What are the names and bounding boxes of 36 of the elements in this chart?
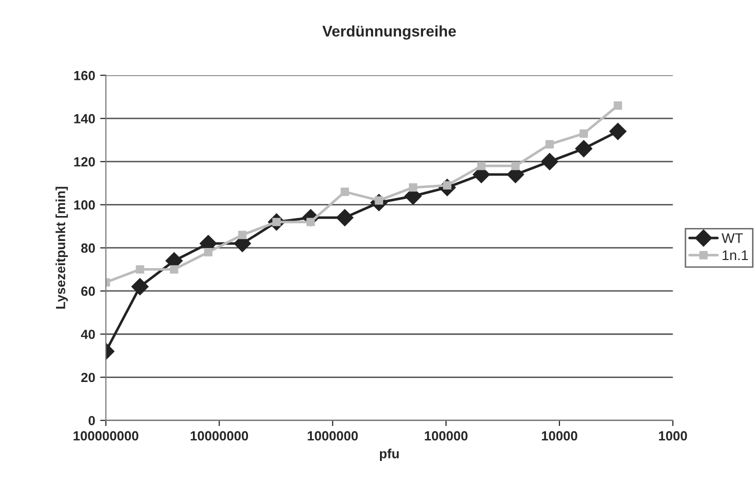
x-tick-label: 10000 (542, 431, 578, 440)
point (204, 248, 212, 256)
legend-label: WT (722, 233, 743, 243)
y-tick-label: 0 (88, 416, 95, 426)
point (614, 101, 622, 110)
y-tick-label: 100 (74, 200, 95, 210)
y-axis-title: Lysezeitpunkt [min] (56, 186, 68, 309)
point (609, 122, 626, 140)
y-tick-label: 140 (74, 114, 95, 124)
y-tick-label: 80 (81, 243, 95, 253)
x-tick-label: 1000 (658, 431, 687, 440)
legend-label: 1n.1 (722, 250, 748, 260)
point (238, 230, 247, 240)
point (136, 265, 144, 274)
point (541, 153, 558, 170)
point (580, 129, 588, 138)
y-tick-label: 20 (81, 372, 95, 382)
x-tick-label: 1000000 (308, 431, 358, 440)
point (575, 140, 592, 158)
x-tick-label: 10000000 (190, 431, 248, 440)
point (170, 265, 178, 274)
x-axis-title: pfu (380, 448, 399, 461)
point (131, 278, 149, 296)
x-tick-label: 100000 (424, 431, 468, 440)
y-tick-label: 40 (80, 330, 95, 340)
y-tick-label: 160 (74, 70, 95, 80)
point (477, 162, 486, 170)
y-tick-label: 60 (81, 286, 95, 296)
point (511, 162, 520, 170)
point (545, 140, 554, 149)
point (336, 209, 354, 226)
point (408, 183, 418, 192)
point (340, 188, 349, 196)
y-tick-label: 120 (74, 157, 95, 167)
chart-title: Verdünnungsreihe (322, 25, 456, 40)
x-tick-label: 100000000 (74, 431, 138, 440)
